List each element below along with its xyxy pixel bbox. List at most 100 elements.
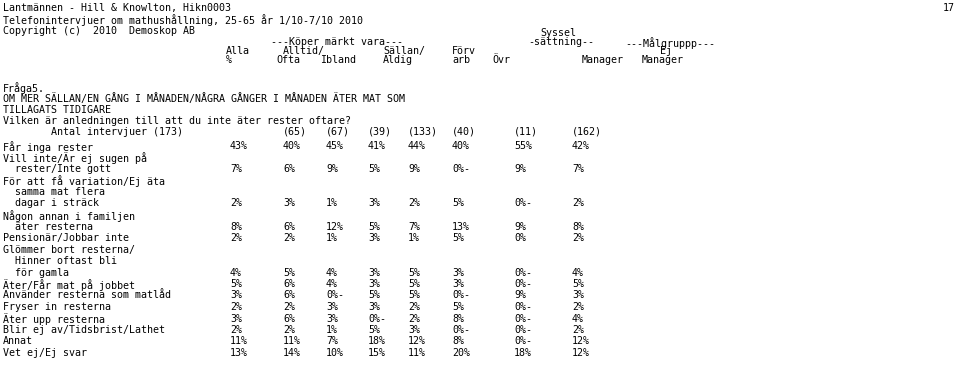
Text: Ibland: Ibland — [320, 55, 356, 65]
Text: 4%: 4% — [326, 267, 338, 278]
Text: Glömmer bort resterna/: Glömmer bort resterna/ — [3, 244, 135, 254]
Text: 40%: 40% — [452, 141, 470, 151]
Text: 1%: 1% — [326, 233, 338, 243]
Text: Alla: Alla — [226, 46, 250, 56]
Text: 4%: 4% — [572, 267, 584, 278]
Text: 10%: 10% — [326, 348, 344, 358]
Text: 17: 17 — [943, 3, 955, 13]
Text: Ej: Ej — [660, 46, 672, 56]
Text: 15%: 15% — [368, 348, 386, 358]
Text: 1%: 1% — [408, 233, 420, 243]
Text: 0%-: 0%- — [514, 325, 532, 335]
Text: 5%: 5% — [572, 279, 584, 289]
Text: 3%: 3% — [368, 198, 380, 208]
Text: Vill inte/Är ej sugen på: Vill inte/Är ej sugen på — [3, 152, 147, 164]
Text: 18%: 18% — [514, 348, 532, 358]
Text: (67): (67) — [326, 127, 350, 137]
Text: 0%-: 0%- — [452, 291, 470, 300]
Text: Syssel: Syssel — [540, 28, 576, 38]
Text: 2%: 2% — [572, 325, 584, 335]
Text: Sällan/: Sällan/ — [383, 46, 425, 56]
Text: 5%: 5% — [283, 267, 295, 278]
Text: dagar i sträck: dagar i sträck — [3, 198, 99, 208]
Text: 11%: 11% — [283, 337, 301, 347]
Text: 3%: 3% — [230, 313, 242, 323]
Text: 3%: 3% — [452, 267, 464, 278]
Text: 2%: 2% — [572, 302, 584, 312]
Text: 12%: 12% — [572, 348, 590, 358]
Text: 3%: 3% — [230, 291, 242, 300]
Text: Alltid/: Alltid/ — [283, 46, 325, 56]
Text: 6%: 6% — [283, 313, 295, 323]
Text: 11%: 11% — [230, 337, 248, 347]
Text: 7%: 7% — [230, 164, 242, 174]
Text: OM MER SÄLLAN/EN GÅNG I MÅNADEN/NÅGRA GÅNGER I MÅNADEN ÄTER MAT SOM: OM MER SÄLLAN/EN GÅNG I MÅNADEN/NÅGRA GÅ… — [3, 93, 405, 104]
Text: 8%: 8% — [572, 222, 584, 232]
Text: 2%: 2% — [283, 325, 295, 335]
Text: Annat: Annat — [3, 337, 33, 347]
Text: Ofta: Ofta — [276, 55, 300, 65]
Text: 0%-: 0%- — [452, 325, 470, 335]
Text: 7%: 7% — [326, 337, 338, 347]
Text: %: % — [226, 55, 232, 65]
Text: 4%: 4% — [326, 279, 338, 289]
Text: 2%: 2% — [408, 313, 420, 323]
Text: 5%: 5% — [230, 279, 242, 289]
Text: (65): (65) — [283, 127, 307, 137]
Text: 2%: 2% — [230, 233, 242, 243]
Text: Antal intervjuer (173): Antal intervjuer (173) — [3, 127, 183, 137]
Text: 12%: 12% — [408, 337, 426, 347]
Text: 6%: 6% — [283, 222, 295, 232]
Text: 40%: 40% — [283, 141, 301, 151]
Text: 0%-: 0%- — [514, 267, 532, 278]
Text: Blir ej av/Tidsbrist/Lathet: Blir ej av/Tidsbrist/Lathet — [3, 325, 165, 335]
Text: 12%: 12% — [572, 337, 590, 347]
Text: Får inga rester: Får inga rester — [3, 141, 93, 153]
Text: 2%: 2% — [230, 302, 242, 312]
Text: (39): (39) — [368, 127, 392, 137]
Text: Förv: Förv — [452, 46, 476, 56]
Text: Fråga5.: Fråga5. — [3, 82, 45, 94]
Text: 9%: 9% — [326, 164, 338, 174]
Text: 20%: 20% — [452, 348, 470, 358]
Text: 2%: 2% — [572, 233, 584, 243]
Text: Copyright (c)  2010  Demoskop AB: Copyright (c) 2010 Demoskop AB — [3, 26, 195, 36]
Text: -sättning--: -sättning-- — [528, 37, 594, 47]
Text: 5%: 5% — [368, 164, 380, 174]
Text: 12%: 12% — [326, 222, 344, 232]
Text: rester/Inte gott: rester/Inte gott — [3, 164, 111, 174]
Text: 2%: 2% — [572, 198, 584, 208]
Text: 6%: 6% — [283, 279, 295, 289]
Text: Vilken är anledningen till att du inte äter rester oftare?: Vilken är anledningen till att du inte ä… — [3, 117, 351, 127]
Text: 2%: 2% — [283, 233, 295, 243]
Text: 0%-: 0%- — [514, 198, 532, 208]
Text: 1%: 1% — [326, 198, 338, 208]
Text: 9%: 9% — [514, 222, 526, 232]
Text: 3%: 3% — [368, 302, 380, 312]
Text: 5%: 5% — [452, 198, 464, 208]
Text: 13%: 13% — [230, 348, 248, 358]
Text: 7%: 7% — [572, 164, 584, 174]
Text: Äter upp resterna: Äter upp resterna — [3, 313, 105, 325]
Text: för gamla: för gamla — [3, 267, 69, 278]
Text: ---Köper märkt vara---: ---Köper märkt vara--- — [271, 37, 403, 47]
Text: (11): (11) — [514, 127, 538, 137]
Text: 6%: 6% — [283, 164, 295, 174]
Text: 42%: 42% — [572, 141, 590, 151]
Text: 5%: 5% — [408, 267, 420, 278]
Text: 0%-: 0%- — [514, 313, 532, 323]
Text: 13%: 13% — [452, 222, 470, 232]
Text: Övr: Övr — [492, 55, 510, 65]
Text: 11%: 11% — [408, 348, 426, 358]
Text: Telefonintervjuer om mathushållning, 25-65 år 1/10-7/10 2010: Telefonintervjuer om mathushållning, 25-… — [3, 15, 363, 26]
Text: 2%: 2% — [283, 302, 295, 312]
Text: Lantmännen - Hill & Knowlton, Hikn0003: Lantmännen - Hill & Knowlton, Hikn0003 — [3, 3, 231, 13]
Text: 2%: 2% — [230, 198, 242, 208]
Text: TILLAGATS TIDIGARE: TILLAGATS TIDIGARE — [3, 105, 111, 115]
Text: 3%: 3% — [452, 279, 464, 289]
Text: För att få variation/Ej äta: För att få variation/Ej äta — [3, 176, 165, 188]
Text: Aldig: Aldig — [383, 55, 413, 65]
Text: Manager: Manager — [582, 55, 624, 65]
Text: arb: arb — [452, 55, 470, 65]
Text: Använder resterna som matlåd: Använder resterna som matlåd — [3, 291, 171, 300]
